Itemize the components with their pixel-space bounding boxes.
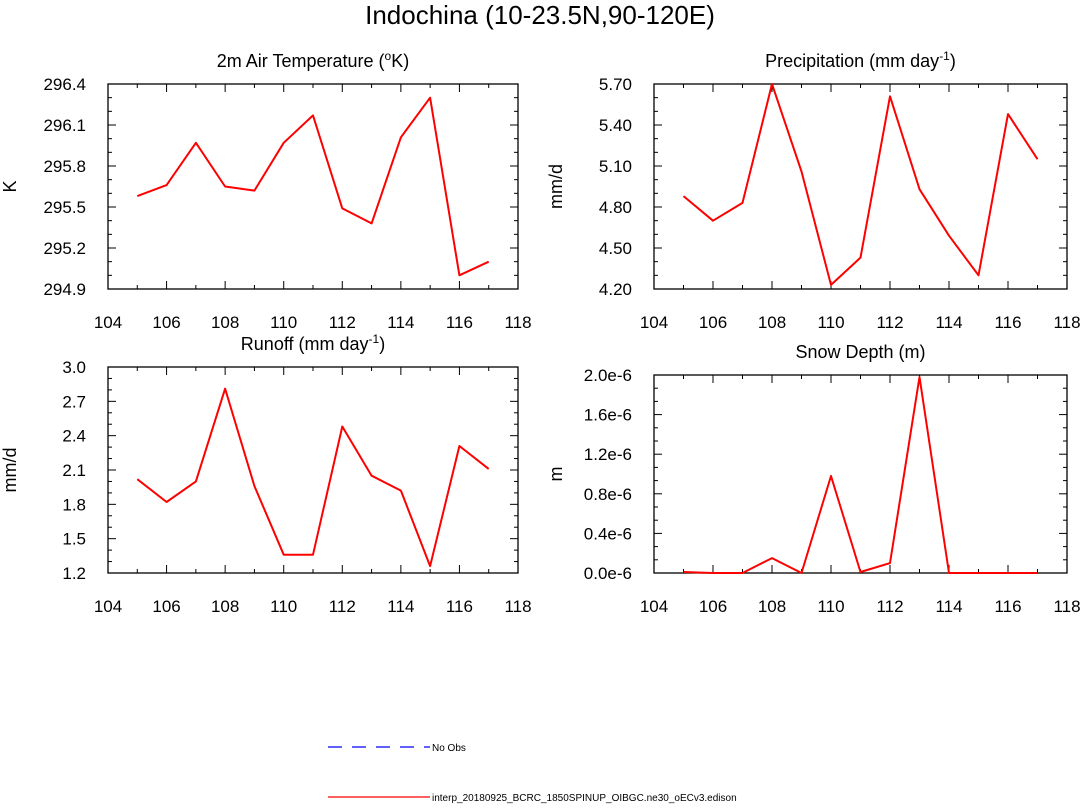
x-tick-label: 114	[387, 597, 414, 616]
y-axis-label: mm/d	[0, 448, 20, 493]
chart-panel-3: Runoff (mm day-1) mm/d 104 106 108 110 112 114 1…	[0, 332, 532, 616]
y-tick-label: 3.0	[62, 358, 86, 377]
x-tick-label: 118	[1053, 597, 1080, 616]
y-tick-label: 1.5	[62, 530, 86, 549]
panel-title-text: Snow Depth (m)	[795, 342, 925, 362]
x-tick-label: 108	[758, 597, 786, 616]
y-tick-label: 295.8	[43, 157, 86, 176]
x-tick-label: 110	[817, 313, 844, 332]
legend-model-label: interp_20180925_BCRC_1850SPINUP_OIBGC.ne…	[432, 793, 737, 804]
panel-title-text: Precipitation (mm day	[765, 51, 939, 71]
chart-panel-1: 2m Air Temperature (oK) K 104 106 108 110 112 1…	[0, 49, 532, 332]
panel-title: Runoff (mm day-1)	[241, 332, 385, 354]
panel-title: Snow Depth (m)	[795, 342, 925, 362]
y-tick-label: 294.9	[43, 280, 86, 299]
x-tick-label: 118	[504, 313, 531, 332]
panel-title-text-end: )	[950, 51, 956, 71]
x-tick-label: 112	[329, 313, 356, 332]
x-tick-label: 116	[994, 313, 1021, 332]
y-tick-label: 5.70	[599, 75, 632, 94]
x-tick-label: 110	[270, 313, 297, 332]
panel-title: Precipitation (mm day-1)	[765, 49, 956, 71]
x-tick-label: 112	[876, 597, 903, 616]
plot-frame	[654, 375, 1067, 573]
legend-obs-label: No Obs	[432, 743, 466, 754]
y-tick-label: 2.7	[62, 392, 86, 411]
series-line-model	[137, 98, 488, 276]
y-tick-label: 4.80	[599, 198, 632, 217]
series-line-model	[684, 377, 1038, 573]
y-tick-label: 295.2	[43, 239, 86, 258]
x-tick-label: 110	[817, 597, 844, 616]
panel-title-text-end: )	[379, 334, 385, 354]
y-tick-label: 296.4	[43, 75, 86, 94]
x-tick-label: 110	[270, 597, 297, 616]
x-tick-label: 116	[446, 313, 473, 332]
y-tick-label: 1.2e-6	[584, 445, 632, 464]
panel-title-superscript: -1	[939, 49, 950, 63]
legend: No Obs interp_20180925_BCRC_1850SPINUP_O…	[328, 743, 737, 804]
x-tick-label: 116	[446, 597, 473, 616]
series-line-model	[137, 389, 488, 566]
y-tick-label: 295.5	[43, 198, 86, 217]
x-tick-label: 116	[994, 597, 1021, 616]
x-tick-label: 106	[152, 597, 180, 616]
y-tick-label: 4.20	[599, 280, 632, 299]
x-tick-label: 106	[152, 313, 180, 332]
chart-panel-4: Snow Depth (m) m 104 106 108 110 112 114 116 118 0…	[546, 342, 1080, 616]
y-tick-label: 296.1	[43, 116, 86, 135]
x-tick-label: 118	[504, 597, 531, 616]
x-tick-label: 114	[935, 313, 962, 332]
x-tick-label: 112	[876, 313, 903, 332]
y-tick-label: 2.0e-6	[584, 366, 632, 385]
y-tick-label: 5.40	[599, 116, 632, 135]
figure-title: Indochina (10-23.5N,90-120E)	[365, 0, 715, 30]
x-tick-label: 106	[699, 597, 727, 616]
x-tick-label: 106	[699, 313, 727, 332]
x-tick-label: 118	[1053, 313, 1080, 332]
x-tick-label: 108	[211, 597, 239, 616]
panel-title-text: Runoff (mm day	[241, 334, 369, 354]
x-tick-label: 104	[94, 313, 122, 332]
plot-frame	[108, 367, 518, 573]
y-axis-label: mm/d	[546, 164, 566, 209]
y-tick-label: 0.0e-6	[584, 564, 632, 583]
y-axis-label: m	[546, 467, 566, 482]
x-tick-label: 104	[640, 313, 668, 332]
series-line-model	[684, 84, 1038, 285]
y-tick-label: 0.4e-6	[584, 524, 632, 543]
y-tick-label: 0.8e-6	[584, 485, 632, 504]
y-tick-label: 1.2	[62, 564, 86, 583]
y-tick-label: 4.50	[599, 239, 632, 258]
panel-title-text: 2m Air Temperature (	[217, 51, 385, 71]
x-tick-label: 108	[211, 313, 239, 332]
y-tick-label: 2.4	[62, 427, 86, 446]
y-tick-label: 5.10	[599, 157, 632, 176]
panel-title-text-end: K)	[391, 51, 409, 71]
x-tick-label: 104	[640, 597, 668, 616]
y-tick-label: 1.6e-6	[584, 406, 632, 425]
panel-title: 2m Air Temperature (oK)	[217, 49, 409, 71]
y-axis-label: K	[0, 180, 20, 192]
x-tick-label: 108	[758, 313, 786, 332]
chart-panel-2: Precipitation (mm day-1) mm/d 104 106 108 110…	[546, 49, 1080, 332]
x-tick-label: 112	[329, 597, 356, 616]
x-tick-label: 114	[935, 597, 962, 616]
panel-title-superscript: -1	[369, 332, 380, 346]
x-tick-label: 104	[94, 597, 122, 616]
y-tick-label: 1.8	[62, 495, 86, 514]
x-tick-label: 114	[387, 313, 414, 332]
y-tick-label: 2.1	[62, 461, 86, 480]
